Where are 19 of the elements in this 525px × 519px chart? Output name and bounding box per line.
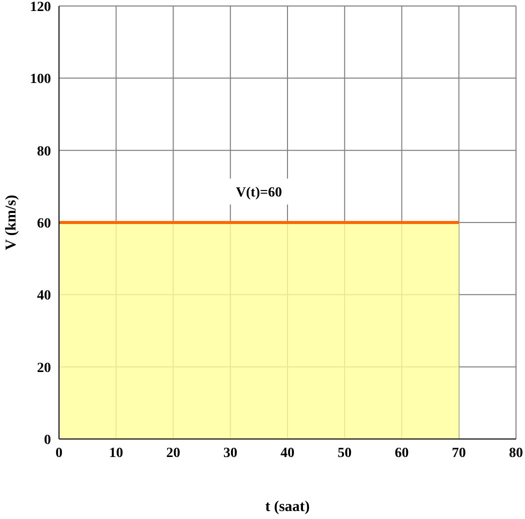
annotation: V(t)=60 xyxy=(236,186,282,200)
x-tick-label: 70 xyxy=(452,446,466,461)
x-tick-label: 30 xyxy=(223,446,238,461)
y-tick-label: 60 xyxy=(37,216,51,232)
x-tick-label: 20 xyxy=(166,446,180,461)
y-tick-label: 20 xyxy=(37,360,51,376)
x-tick-label: 0 xyxy=(56,446,62,461)
x-tick-label: 80 xyxy=(509,446,523,461)
y-tick-label: 80 xyxy=(37,144,51,160)
y-tick-label: 120 xyxy=(30,0,51,15)
y-tick-label: 40 xyxy=(37,288,51,304)
x-axis-title: t (saat) xyxy=(265,499,310,515)
y-tick-label: 0 xyxy=(44,432,51,448)
x-tick-label: 10 xyxy=(109,446,124,461)
x-tick-label: 60 xyxy=(394,446,409,461)
x-tick-label: 50 xyxy=(338,446,352,461)
y-tick-label: 100 xyxy=(30,72,51,88)
x-tick-label: 40 xyxy=(280,446,294,461)
y-axis-title: V (km/s) xyxy=(3,194,20,250)
